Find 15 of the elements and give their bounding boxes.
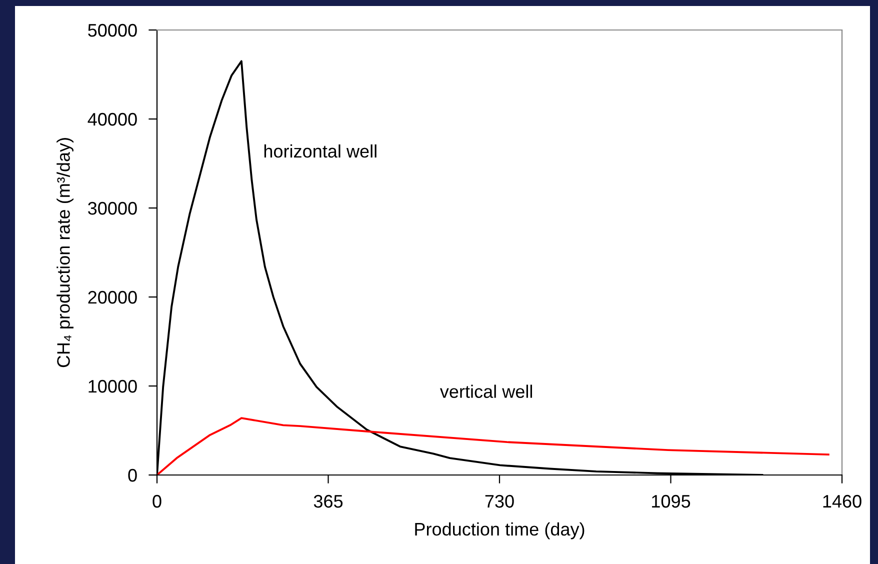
y-tick-label: 50000 xyxy=(88,24,137,37)
x-tick-label: 730 xyxy=(485,494,514,508)
annotation: horizontal well xyxy=(264,144,376,158)
y-tick-label: 20000 xyxy=(88,290,137,304)
x-tick-label: 1095 xyxy=(652,494,690,508)
x-tick-label: 1460 xyxy=(823,494,862,508)
x-axis-title: Production time (day) xyxy=(415,522,584,540)
y-tick-label: 0 xyxy=(128,468,137,482)
y-tick-label: 40000 xyxy=(88,112,137,126)
x-tick-label: 0 xyxy=(152,494,162,508)
y-axis-title: CH₄ production rate (m³/day) xyxy=(56,138,74,368)
annotation: vertical well xyxy=(440,384,532,398)
y-tick-label: 10000 xyxy=(88,380,137,393)
y-tick-label: 30000 xyxy=(88,202,137,215)
x-tick-label: 365 xyxy=(314,494,343,508)
